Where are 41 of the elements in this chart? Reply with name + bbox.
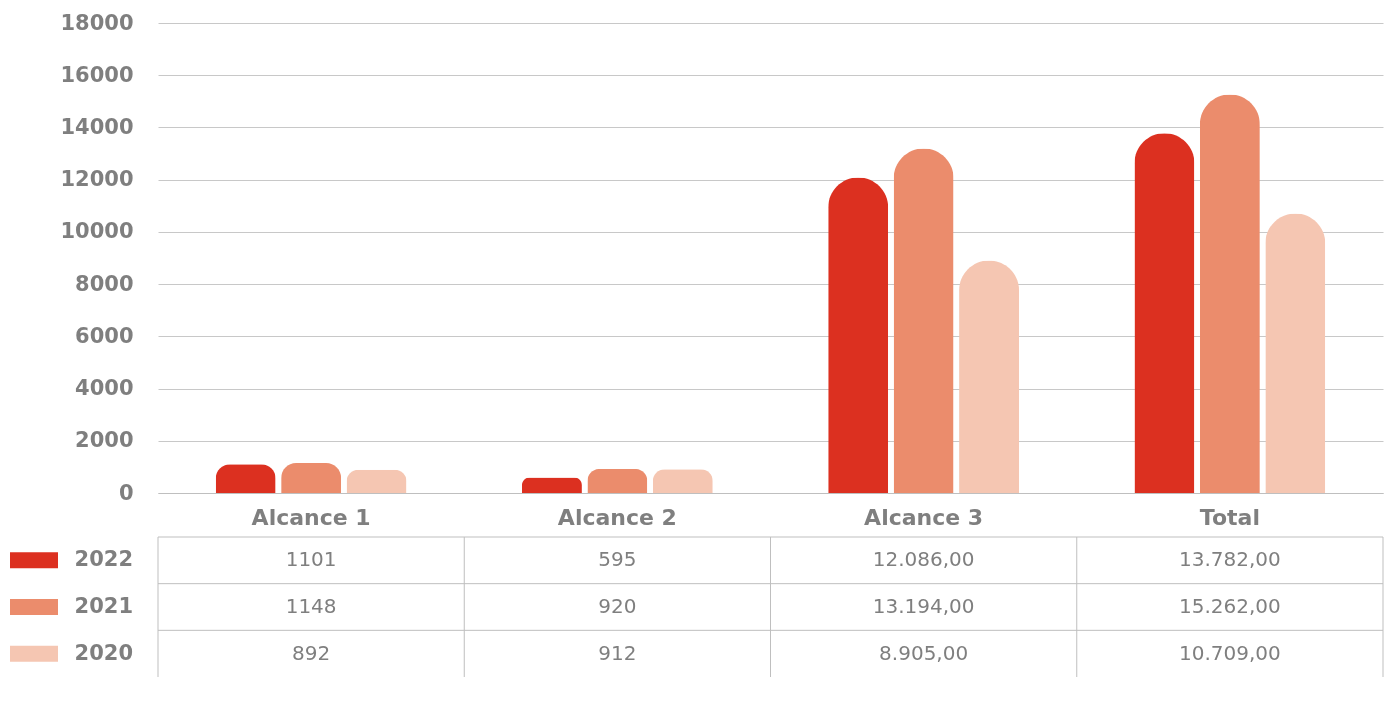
bar bbox=[587, 468, 648, 493]
y-tick-label: 10000 bbox=[60, 219, 134, 244]
y-tick-label: 14000 bbox=[60, 114, 134, 139]
data-label: 13.782,00 bbox=[1178, 547, 1281, 572]
data-label: 10.709,00 bbox=[1178, 640, 1281, 665]
y-tick-label: 6000 bbox=[75, 323, 134, 348]
y-tick-label: 18000 bbox=[60, 10, 134, 35]
legend-label: 2021 bbox=[74, 594, 133, 618]
bar bbox=[1134, 133, 1195, 493]
data-label: 8.905,00 bbox=[879, 640, 969, 665]
data-label: 892 bbox=[292, 640, 331, 665]
data-label: 13.194,00 bbox=[872, 594, 975, 618]
y-tick-label: 2000 bbox=[75, 428, 134, 453]
bar bbox=[959, 260, 1020, 493]
data-label: 12.086,00 bbox=[872, 547, 975, 572]
bar bbox=[346, 469, 407, 493]
y-tick-label: 16000 bbox=[60, 62, 134, 87]
bar bbox=[828, 177, 889, 493]
bar bbox=[1199, 94, 1260, 493]
x-tick-label: Total bbox=[1199, 504, 1260, 530]
bar bbox=[652, 469, 713, 493]
y-tick-label: 8000 bbox=[75, 271, 134, 296]
y-tick-label: 0 bbox=[118, 480, 134, 505]
bar bbox=[521, 477, 582, 493]
data-label: 1148 bbox=[285, 594, 337, 618]
data-label: 912 bbox=[598, 640, 637, 665]
data-label: 15.262,00 bbox=[1178, 594, 1281, 618]
x-tick-label: Alcance 1 bbox=[251, 504, 371, 530]
data-label: 1101 bbox=[285, 547, 337, 572]
bar bbox=[1265, 213, 1326, 493]
y-tick-label: 12000 bbox=[60, 167, 134, 192]
legend-label: 2020 bbox=[74, 640, 133, 665]
bar bbox=[281, 463, 342, 493]
y-tick-label: 4000 bbox=[75, 376, 134, 401]
data-label: 595 bbox=[598, 547, 637, 572]
legend-label: 2022 bbox=[74, 547, 133, 572]
x-tick-label: Alcance 2 bbox=[557, 504, 677, 530]
bar bbox=[215, 464, 276, 493]
data-label: 920 bbox=[598, 594, 637, 618]
bar bbox=[893, 148, 954, 493]
x-tick-label: Alcance 3 bbox=[864, 504, 984, 530]
